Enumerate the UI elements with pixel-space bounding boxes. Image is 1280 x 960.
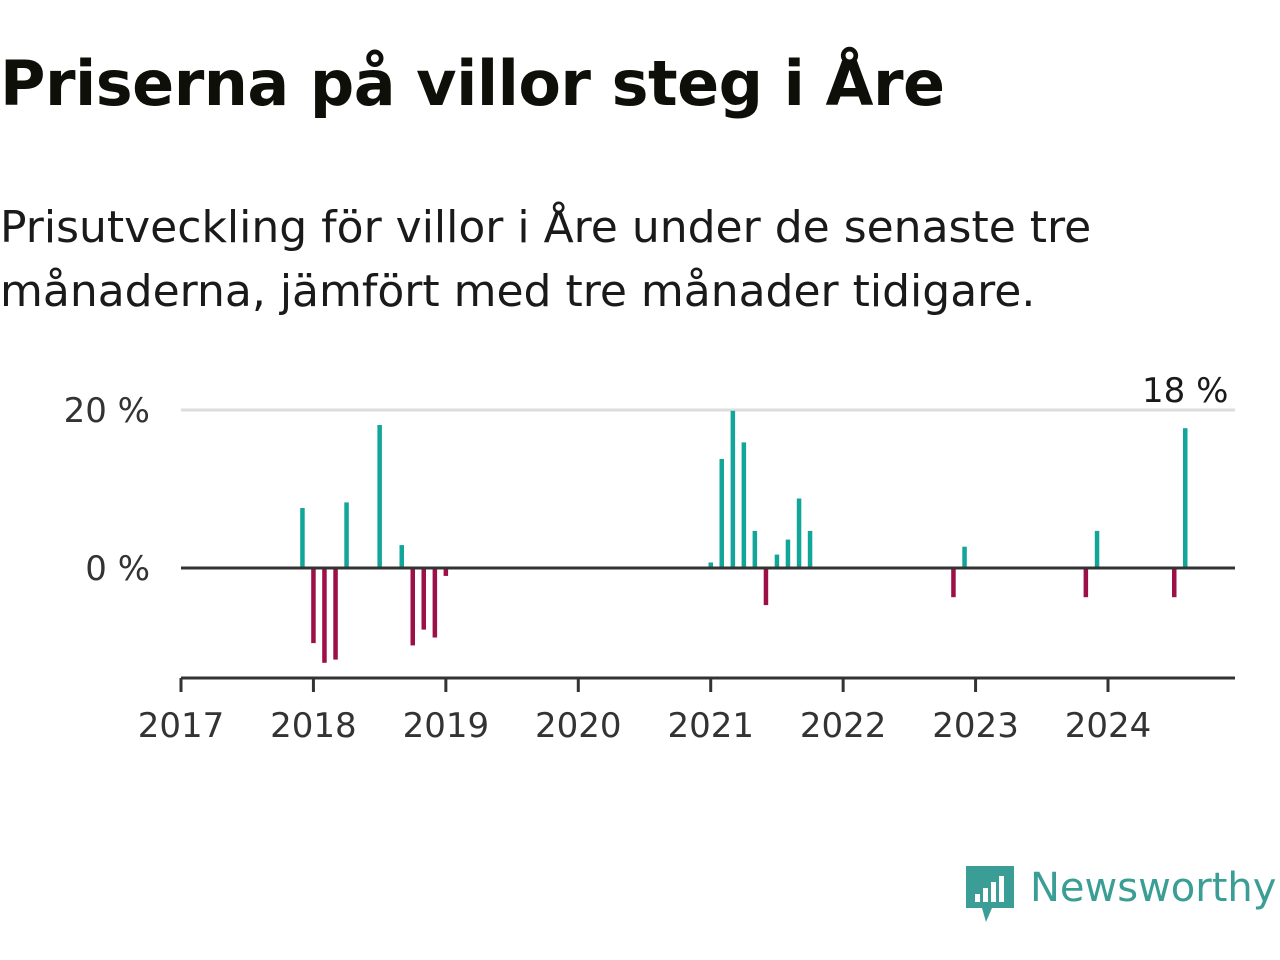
- bar-negative: [951, 568, 956, 598]
- annotation-label: 18 %: [1142, 371, 1228, 411]
- x-tick-label: 2020: [535, 706, 622, 746]
- y-tick-label: 20 %: [64, 391, 150, 431]
- bar-positive: [719, 459, 724, 568]
- x-tick-label: 2017: [138, 706, 225, 746]
- brand-logo[interactable]: Newsworthy: [964, 862, 1276, 926]
- bar-negative: [421, 568, 426, 630]
- brand-name: Newsworthy: [1030, 865, 1277, 911]
- bar-negative: [1083, 568, 1089, 598]
- bar-negative: [1172, 568, 1177, 598]
- x-tick-label: 2019: [403, 706, 490, 746]
- bar-positive: [785, 539, 791, 568]
- bar-positive: [796, 498, 802, 568]
- bar-positive: [774, 554, 780, 568]
- bar-positive: [377, 425, 382, 568]
- bar-positive: [752, 530, 758, 568]
- bar-negative: [763, 568, 769, 606]
- bar-positive: [1094, 530, 1100, 568]
- x-tick-label: 2023: [932, 706, 1019, 746]
- x-tick-label: 2024: [1065, 706, 1152, 746]
- bar-positive: [807, 530, 813, 568]
- bar-positive: [741, 442, 747, 568]
- bar-negative: [311, 568, 316, 644]
- bar-positive: [344, 502, 349, 568]
- bar-positive: [962, 546, 967, 568]
- bar-positive: [300, 508, 305, 568]
- chart-title: Priserna på villor steg i Åre: [0, 47, 945, 120]
- y-tick-label: 0 %: [85, 549, 150, 589]
- bar-negative: [333, 568, 338, 660]
- bar-positive: [730, 410, 736, 568]
- x-tick-label: 2022: [800, 706, 887, 746]
- bar-positive: [708, 562, 713, 568]
- bar-positive: [399, 545, 404, 568]
- bar-chart: 0 % 20 % 2017 2018 2019 2020 2021 2022 2023 2024 1…: [64, 367, 1235, 746]
- bar-positive: [1183, 428, 1188, 568]
- newsworthy-logo-icon: [966, 866, 1014, 922]
- x-tick-label: 2021: [667, 706, 754, 746]
- x-tick-label: 2018: [270, 706, 357, 746]
- bar-negative: [410, 568, 415, 646]
- bar-negative: [443, 568, 449, 576]
- chart-subtitle: Prisutveckling för villor i Åre under de…: [0, 202, 1092, 317]
- bar-negative: [432, 568, 438, 638]
- bar-negative: [322, 568, 327, 663]
